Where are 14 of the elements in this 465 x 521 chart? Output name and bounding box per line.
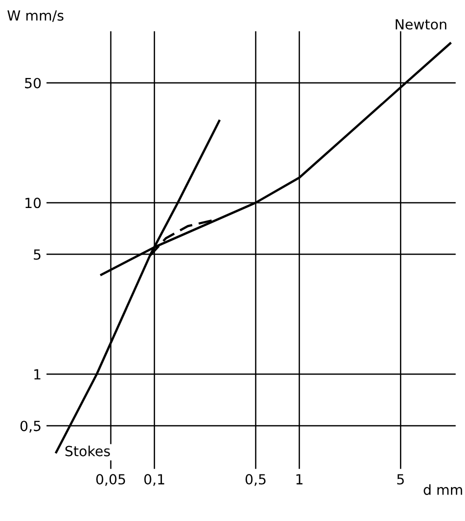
y-tick-label: 10	[25, 198, 41, 208]
y-tick-label: 5	[34, 249, 40, 260]
x-tick-label: 1	[296, 474, 302, 484]
y-tick-label: 50	[25, 78, 41, 88]
x-tick-label: 5	[397, 474, 404, 485]
series-label: Newton	[396, 19, 446, 30]
x-tick-label: 0,5	[246, 474, 266, 486]
x-tick-label: 0,05	[96, 474, 126, 486]
series-label: Stokes	[65, 446, 110, 456]
y-tick-label: 1	[34, 369, 40, 380]
x-axis-title: d mm	[424, 484, 462, 495]
y-axis-title: W mm/s	[7, 10, 64, 22]
x-tick-label: 0,1	[144, 474, 164, 486]
y-tick-label: 0,5	[20, 420, 40, 433]
